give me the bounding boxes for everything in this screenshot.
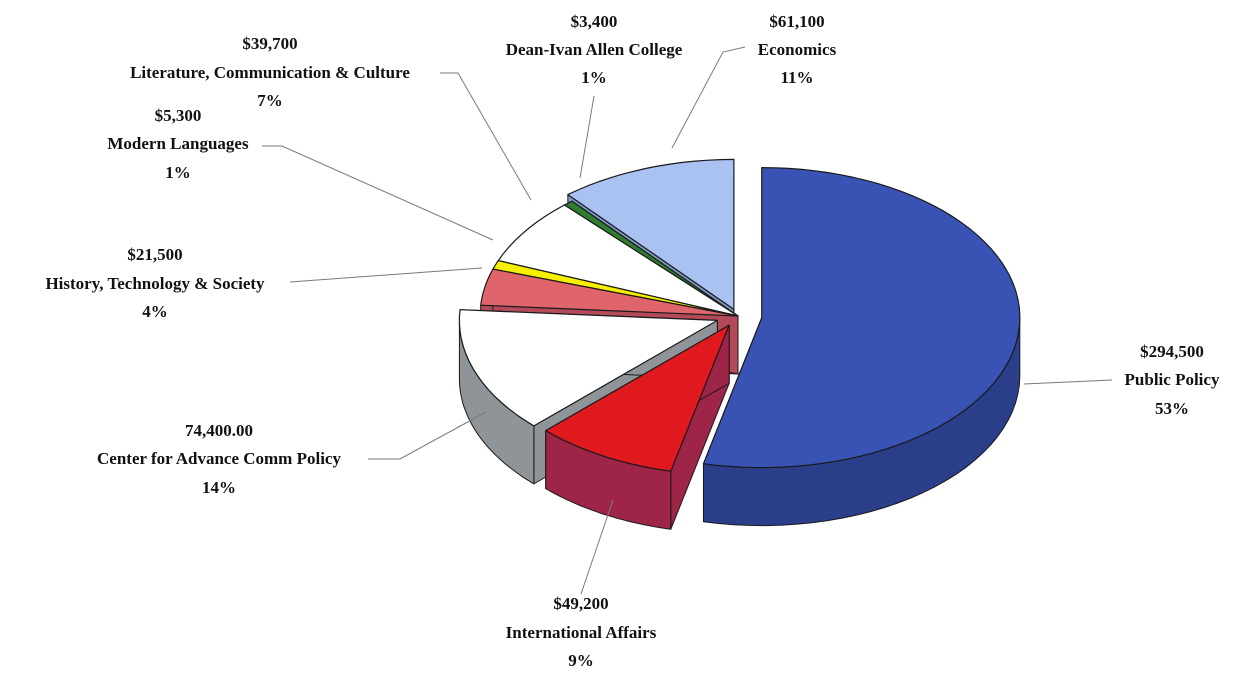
economics-name: Economics	[758, 40, 837, 59]
history-amount: $21,500	[127, 245, 182, 264]
leader-line-dean-ivan-allen-college	[579, 95, 595, 179]
public-policy-name: Public Policy	[1125, 370, 1220, 389]
history-percent: 4%	[142, 302, 168, 321]
label-public-policy: $294,500 Public Policy 53%	[1125, 342, 1220, 418]
international-amount: $49,200	[553, 594, 608, 613]
modern-languages-percent: 1%	[165, 163, 191, 182]
label-center-for-advance-comm-policy: 74,400.00 Center for Advance Comm Policy…	[97, 421, 341, 497]
label-modern-languages: $5,300 Modern Languages 1%	[107, 106, 249, 182]
modern-languages-name: Modern Languages	[107, 134, 249, 153]
literature-name: Literature, Communication & Culture	[130, 63, 410, 82]
economics-amount: $61,100	[769, 12, 824, 31]
international-percent: 9%	[568, 651, 594, 670]
leader-line-international-affairs	[580, 499, 614, 595]
label-dean-ivan-allen-college: $3,400 Dean-Ivan Allen College 1%	[506, 12, 683, 87]
cacp-name: Center for Advance Comm Policy	[97, 449, 341, 468]
label-economics: $61,100 Economics 11%	[758, 12, 837, 87]
slice-international-affairs	[545, 324, 730, 530]
modern-languages-amount: $5,300	[155, 106, 202, 125]
leader-line-center-for-advance-comm-policy	[368, 411, 487, 460]
leader-line-economics	[671, 46, 746, 149]
leader-line-literature-communication-culture	[440, 72, 532, 201]
label-international-affairs: $49,200 International Affairs 9%	[506, 594, 657, 670]
literature-percent: 7%	[257, 91, 283, 110]
leader-line-modern-languages	[262, 145, 494, 241]
slice-public-policy	[702, 167, 1021, 527]
pie-slices	[458, 158, 1021, 530]
history-name: History, Technology & Society	[45, 274, 265, 293]
leader-lines	[262, 46, 1113, 595]
literature-amount: $39,700	[242, 34, 297, 53]
cacp-amount: 74,400.00	[185, 421, 253, 440]
economics-percent: 11%	[780, 68, 813, 87]
label-literature-communication-culture: $39,700 Literature, Communication & Cult…	[130, 34, 410, 110]
dean-ivan-allen-name: Dean-Ivan Allen College	[506, 40, 683, 59]
cacp-percent: 14%	[202, 478, 236, 497]
leader-line-history-technology-society	[289, 267, 483, 283]
public-policy-amount: $294,500	[1140, 342, 1204, 361]
public-policy-percent: 53%	[1155, 399, 1189, 418]
international-name: International Affairs	[506, 623, 657, 642]
label-history-technology-society: $21,500 History, Technology & Society 4%	[45, 245, 265, 321]
dean-ivan-allen-percent: 1%	[581, 68, 607, 87]
leader-line-public-policy	[1023, 379, 1113, 385]
dean-ivan-allen-amount: $3,400	[571, 12, 618, 31]
